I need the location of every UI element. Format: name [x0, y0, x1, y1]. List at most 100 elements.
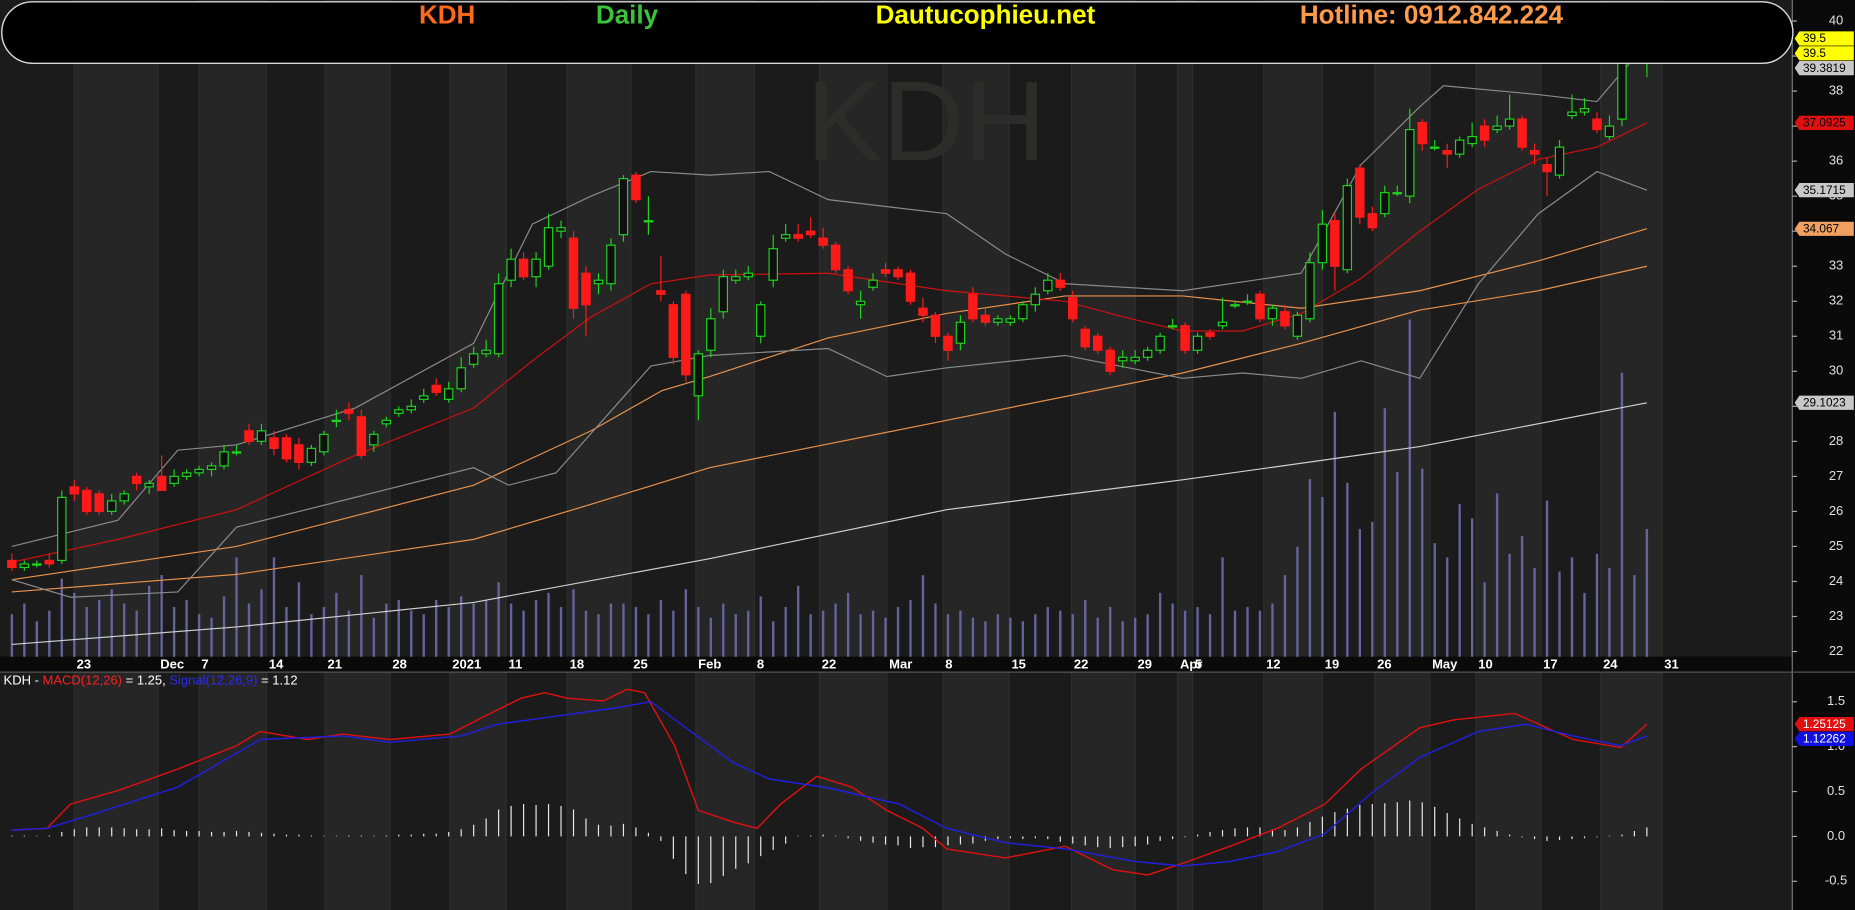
y-tick-label: 31	[1829, 328, 1843, 343]
candle-body	[1130, 356, 1140, 362]
candle-body	[780, 234, 791, 239]
volume-bar	[809, 614, 812, 657]
volume-bar	[247, 603, 251, 657]
x-tick-label: 21	[328, 656, 342, 671]
volume-bar	[60, 578, 63, 657]
candle-body	[1155, 335, 1165, 351]
candle-body	[1355, 167, 1365, 218]
candle-body	[1068, 297, 1078, 320]
volume-bar	[1396, 472, 1399, 657]
candle-body	[1180, 325, 1190, 351]
volume-bar	[197, 614, 201, 657]
y-tick-label: -0.5	[1825, 873, 1847, 888]
x-tick-label: Apr	[1180, 656, 1202, 671]
x-tick-label: 8	[757, 656, 764, 671]
candle-body	[1030, 293, 1041, 306]
volume-bar	[509, 603, 513, 657]
volume-bar	[1333, 411, 1337, 657]
indicator-line	[11, 402, 1648, 646]
value-box-label: 1.12262	[1803, 732, 1846, 746]
volume-bar	[934, 603, 937, 657]
week-band	[630, 672, 696, 910]
candle-body	[968, 293, 978, 320]
week-band	[266, 672, 326, 910]
volume-bar	[846, 592, 850, 657]
x-tick-label: 15	[1011, 656, 1025, 671]
volume-bar	[447, 607, 450, 657]
value-box-label: 39.3819	[1803, 61, 1846, 75]
volume-bar	[597, 614, 600, 657]
candle-body	[693, 353, 704, 397]
week-band	[1475, 0, 1541, 657]
volume-bar	[322, 607, 326, 657]
candle-body	[556, 227, 566, 232]
candle-body	[668, 304, 679, 358]
candle-body	[768, 248, 778, 281]
candle-body	[194, 468, 204, 474]
volume-bar	[1109, 607, 1112, 657]
candle-body	[1542, 164, 1552, 173]
x-tick-label: 26	[1377, 656, 1391, 671]
volume-bar	[185, 599, 188, 657]
volume-bar	[759, 596, 762, 657]
volume-bar	[1121, 621, 1124, 657]
candle-body	[106, 500, 117, 512]
candle-body	[344, 409, 354, 414]
indicator-line	[11, 228, 1648, 581]
volume-bar	[123, 603, 126, 657]
candle-body	[1217, 321, 1228, 327]
candle-body	[805, 230, 816, 236]
value-box-label: 29.1023	[1803, 395, 1846, 409]
macd-line	[11, 688, 1648, 876]
volume-bar	[946, 614, 950, 657]
week-band	[1429, 0, 1476, 657]
candle-body	[918, 307, 928, 316]
week-band	[1600, 672, 1662, 910]
volume-bar	[285, 607, 288, 657]
y-tick-label: 26	[1829, 503, 1843, 518]
volume-bar	[497, 582, 500, 657]
candle-body	[518, 258, 529, 278]
indicator-line	[11, 265, 1648, 593]
candle-body	[394, 409, 404, 414]
value-box-label: 39.5	[1803, 31, 1826, 45]
volume-bar	[1446, 557, 1449, 657]
y-tick-label: 38	[1829, 83, 1843, 98]
value-box	[1794, 183, 1854, 198]
candle-body	[843, 269, 853, 292]
volume-bar	[971, 617, 975, 657]
volume-bar	[584, 610, 588, 657]
x-tick-label: 17	[1543, 656, 1557, 671]
volume-bar	[659, 599, 663, 657]
y-tick-label: 27	[1829, 468, 1843, 483]
volume-bar	[884, 617, 887, 657]
volume-bar	[10, 614, 14, 657]
week-band	[1322, 0, 1375, 657]
candle-body	[1442, 150, 1452, 155]
y-tick-label: 0.5	[1827, 783, 1845, 798]
volume-bar	[1246, 607, 1249, 657]
volume-bar	[559, 607, 563, 657]
volume-bar	[1371, 521, 1374, 657]
candle-body	[506, 258, 516, 281]
y-tick-label: 25	[1829, 538, 1843, 553]
volume-bar	[572, 589, 575, 657]
candle-body	[431, 384, 441, 393]
volume-bar	[459, 596, 463, 657]
volume-bar	[1470, 518, 1474, 657]
candle-body	[1529, 150, 1540, 155]
volume-bar	[672, 610, 675, 657]
volume-bar	[472, 603, 475, 657]
value-box	[1794, 731, 1854, 746]
candle-body	[1105, 349, 1115, 372]
candle-body	[1305, 262, 1315, 320]
y-tick-label: 36	[1829, 153, 1843, 168]
volume-bar	[609, 603, 613, 657]
value-box	[1794, 221, 1854, 236]
volume-bar	[210, 617, 213, 657]
x-tick-label: 22	[822, 656, 836, 671]
volume-bar	[1458, 504, 1461, 657]
week-band	[1009, 0, 1072, 657]
volume-bar	[1633, 575, 1636, 657]
